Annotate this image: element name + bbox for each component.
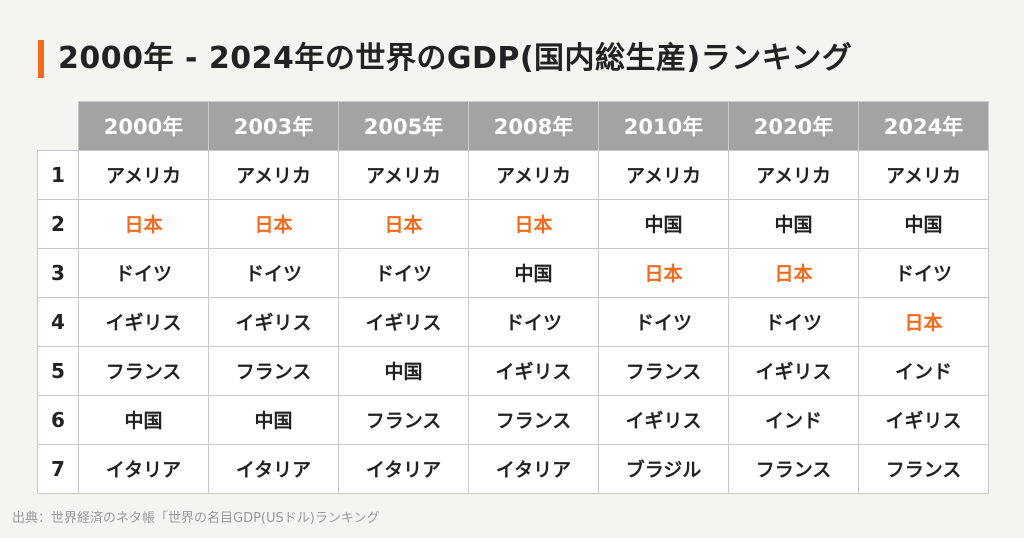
country-cell: アメリカ	[208, 149, 339, 200]
country-cell: 日本	[208, 198, 339, 249]
corner-cell	[37, 101, 79, 151]
country-cell: フランス	[728, 443, 859, 494]
country-cell: フランス	[338, 394, 469, 445]
year-header: 2000年	[78, 101, 209, 151]
country-cell: 日本	[338, 198, 469, 249]
country-cell: 中国	[468, 247, 599, 298]
country-cell: アメリカ	[728, 149, 859, 200]
rank-number: 1	[37, 149, 79, 200]
table-row: 2 日本 日本 日本 日本 中国 中国 中国	[37, 198, 989, 249]
country-cell: アメリカ	[78, 149, 209, 200]
country-cell: イギリス	[338, 296, 469, 347]
rank-number: 6	[37, 394, 79, 445]
country-cell: イタリア	[208, 443, 339, 494]
country-cell: イタリア	[468, 443, 599, 494]
rank-number: 4	[37, 296, 79, 347]
country-cell: イタリア	[78, 443, 209, 494]
country-cell: 日本	[78, 198, 209, 249]
country-cell: アメリカ	[468, 149, 599, 200]
gdp-ranking-table: 2000年 2003年 2005年 2008年 2010年 2020年 2024…	[37, 101, 989, 494]
country-cell: 日本	[598, 247, 729, 298]
country-cell: 中国	[598, 198, 729, 249]
source-note: 出典：世界経済のネタ帳「世界の名目GDP(USドル)ランキング	[12, 511, 380, 526]
country-cell: フランス	[468, 394, 599, 445]
country-cell: インド	[858, 345, 989, 396]
country-cell: イギリス	[468, 345, 599, 396]
country-cell: イタリア	[338, 443, 469, 494]
country-cell: フランス	[858, 443, 989, 494]
country-cell: イギリス	[858, 394, 989, 445]
country-cell: ドイツ	[598, 296, 729, 347]
country-cell: 中国	[78, 394, 209, 445]
country-cell: 中国	[858, 198, 989, 249]
country-cell: イギリス	[208, 296, 339, 347]
title-accent-bar	[38, 40, 44, 78]
country-cell: ブラジル	[598, 443, 729, 494]
country-cell: フランス	[598, 345, 729, 396]
country-cell: 日本	[728, 247, 859, 298]
header-row: 2000年 2003年 2005年 2008年 2010年 2020年 2024…	[37, 101, 989, 151]
country-cell: アメリカ	[598, 149, 729, 200]
country-cell: イギリス	[598, 394, 729, 445]
rank-number: 3	[37, 247, 79, 298]
table-row: 6 中国 中国 フランス フランス イギリス インド イギリス	[37, 394, 989, 445]
year-header: 2008年	[468, 101, 599, 151]
page-title: 2000年 - 2024年の世界のGDP(国内総生産)ランキング	[58, 41, 853, 76]
country-cell: フランス	[78, 345, 209, 396]
country-cell: イギリス	[78, 296, 209, 347]
table-row: 3 ドイツ ドイツ ドイツ 中国 日本 日本 ドイツ	[37, 247, 989, 298]
country-cell: ドイツ	[858, 247, 989, 298]
country-cell: ドイツ	[728, 296, 859, 347]
country-cell: ドイツ	[78, 247, 209, 298]
country-cell: 中国	[728, 198, 859, 249]
table-row: 5 フランス フランス 中国 イギリス フランス イギリス インド	[37, 345, 989, 396]
rank-number: 7	[37, 443, 79, 494]
country-cell: ドイツ	[338, 247, 469, 298]
country-cell: アメリカ	[858, 149, 989, 200]
country-cell: ドイツ	[468, 296, 599, 347]
country-cell: フランス	[208, 345, 339, 396]
country-cell: 日本	[858, 296, 989, 347]
year-header: 2020年	[728, 101, 859, 151]
country-cell: アメリカ	[338, 149, 469, 200]
year-header: 2003年	[208, 101, 339, 151]
year-header: 2010年	[598, 101, 729, 151]
country-cell: 中国	[338, 345, 469, 396]
table-row: 7 イタリア イタリア イタリア イタリア ブラジル フランス フランス	[37, 443, 989, 494]
rank-number: 5	[37, 345, 79, 396]
country-cell: 日本	[468, 198, 599, 249]
rank-number: 2	[37, 198, 79, 249]
country-cell: ドイツ	[208, 247, 339, 298]
table-row: 4 イギリス イギリス イギリス ドイツ ドイツ ドイツ 日本	[37, 296, 989, 347]
country-cell: インド	[728, 394, 859, 445]
country-cell: 中国	[208, 394, 339, 445]
year-header: 2005年	[338, 101, 469, 151]
table-row: 1 アメリカ アメリカ アメリカ アメリカ アメリカ アメリカ アメリカ	[37, 149, 989, 200]
year-header: 2024年	[858, 101, 989, 151]
country-cell: イギリス	[728, 345, 859, 396]
